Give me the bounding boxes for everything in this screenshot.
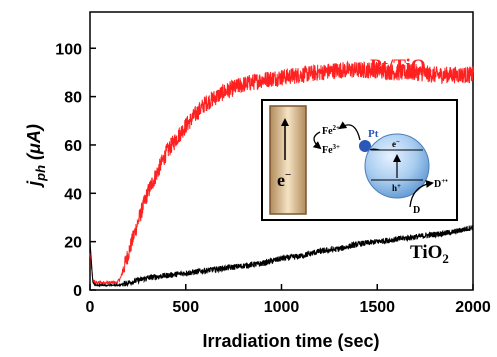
series-label-tio2-main: TiO (410, 242, 442, 263)
donor-oxidized-label: D+• (434, 177, 448, 190)
y-axis-title: jph (μA) (24, 124, 48, 188)
series-label-tio2-sub: 2 (442, 251, 449, 266)
y-tick-label: 20 (64, 235, 82, 252)
y-axis-title-main: j (24, 180, 44, 188)
x-tick-label: 0 (86, 299, 95, 316)
pt-particle-icon (359, 140, 371, 152)
pt-to-fe-arrow (338, 121, 361, 141)
series-line-pt-tio2 (89, 60, 474, 287)
series-line-tio2 (89, 225, 474, 288)
x-tick-label: 1000 (264, 299, 300, 316)
ticks-layer: 0 500 1000 1500 2000 0 20 40 60 80 100 (55, 41, 491, 316)
x-axis-title: Irradiation time (sec) (202, 331, 379, 351)
cb-electron-label: e− (392, 138, 400, 149)
y-tick-label: 0 (73, 283, 82, 300)
fe-to-electrode-arrow (312, 131, 322, 150)
fe3-label: Fe3+ (322, 143, 340, 156)
donor-label: D (413, 205, 420, 216)
series-label-pt-tio2-main: Pt/TiO (370, 56, 426, 77)
series-label-tio2: TiO2 (410, 242, 449, 266)
y-tick-label: 100 (55, 41, 82, 58)
x-tick-label: 1500 (359, 299, 395, 316)
x-tick-label: 2000 (455, 299, 491, 316)
donor-arrow (409, 179, 434, 208)
electrode-electron-label: e− (277, 169, 291, 190)
y-tick-label: 40 (64, 186, 82, 203)
y-axis-title-unit: (μA) (24, 124, 44, 165)
fe2-label: Fe2+ (322, 124, 340, 137)
y-tick-label: 80 (64, 90, 82, 107)
y-tick-label: 60 (64, 138, 82, 155)
series-label-pt-tio2: Pt/TiO2 (370, 56, 432, 80)
series-label-pt-tio2-sub: 2 (426, 65, 433, 80)
electrode-icon (269, 105, 307, 215)
pt-label: Pt (368, 128, 379, 140)
x-tick-label: 500 (172, 299, 199, 316)
inset-diagram: e− Fe2+ Fe3+ Pt e− h+ D+• D (261, 99, 458, 221)
vb-hole-label: h+ (392, 182, 401, 193)
cb-to-pt-arrow (369, 148, 381, 151)
y-axis-title-sub: ph (33, 165, 48, 182)
series-layer (89, 60, 474, 288)
